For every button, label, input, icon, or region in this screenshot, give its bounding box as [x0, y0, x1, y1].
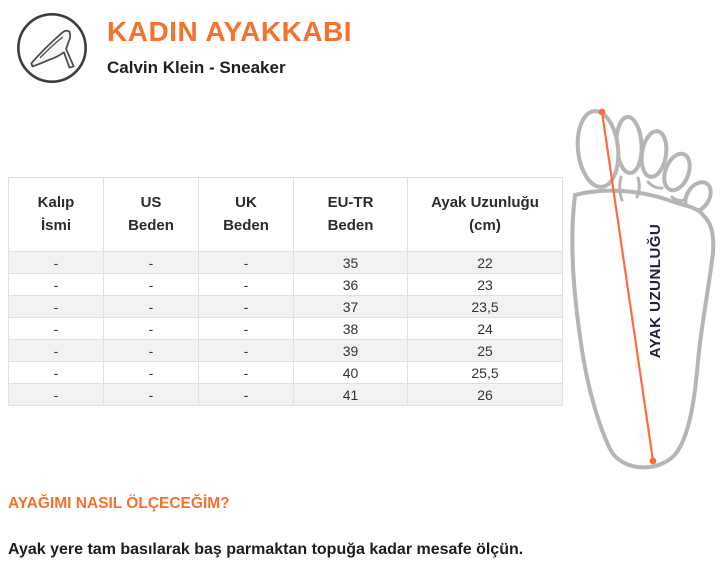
table-row: - - -35 22 — [8, 251, 563, 274]
page-subtitle: Calvin Klein - Sneaker — [107, 58, 286, 77]
table-row: - - -39 25 — [8, 339, 563, 362]
table-cell: - — [198, 361, 294, 384]
table-row: - - -36 23 — [8, 273, 563, 296]
column-header: Ayak Uzunluğu (cm) — [407, 177, 563, 252]
size-table-body: - - -35 22- - -36 23- - -37 23,5- - -38 24- - -39 25- - -… — [8, 251, 563, 406]
table-cell: 41 — [293, 383, 408, 406]
table-row: - - -40 25,5 — [8, 361, 563, 384]
toe-outline — [639, 129, 669, 179]
table-cell: 25,5 — [407, 361, 563, 384]
table-cell: - — [103, 251, 199, 274]
column-header: Kalıp İsmi — [8, 177, 104, 252]
table-cell: - — [198, 339, 294, 362]
foot-sole-outline — [570, 188, 716, 470]
table-cell: - — [198, 273, 294, 296]
table-row: - - -37 23,5 — [8, 295, 563, 318]
measure-instruction: Ayak yere tam basılarak baş parmaktan to… — [8, 541, 524, 558]
table-cell: - — [103, 383, 199, 406]
measurement-dot-bottom — [649, 457, 657, 465]
table-cell: - — [198, 295, 294, 318]
table-cell: 26 — [407, 383, 563, 406]
toe-outline — [662, 151, 692, 193]
high-heel-shoe-icon — [17, 13, 87, 83]
table-cell: - — [8, 251, 104, 274]
table-cell: 25 — [407, 339, 563, 362]
table-cell: 35 — [293, 251, 408, 274]
column-header: US Beden — [103, 177, 199, 252]
table-cell: - — [103, 317, 199, 340]
column-header: UK Beden — [198, 177, 294, 252]
measurement-line — [598, 108, 657, 465]
table-cell: 23,5 — [407, 295, 563, 318]
table-row: - - -41 26 — [8, 383, 563, 406]
table-cell: 23 — [407, 273, 563, 296]
table-cell: - — [103, 361, 199, 384]
table-cell: 22 — [407, 251, 563, 274]
size-table-header-row: Kalıp İsmi US Beden UK Beden EU-TR Beden Aya… — [8, 177, 563, 252]
table-cell: 39 — [293, 339, 408, 362]
table-cell: - — [8, 295, 104, 318]
page-title: KADIN AYAKKABI — [107, 16, 353, 47]
measure-heading: AYAĞIMI NASIL ÖLÇECEĞİM? — [8, 495, 230, 512]
foot-diagram: AYAK UZUNLUĞU — [570, 108, 716, 470]
big-toe-outline — [575, 109, 621, 189]
size-table: Kalıp İsmi US Beden UK Beden EU-TR Beden Aya… — [8, 177, 563, 406]
table-row: - - -38 24 — [8, 317, 563, 340]
measurement-dot-top — [598, 108, 606, 116]
table-cell: - — [8, 317, 104, 340]
table-cell: 36 — [293, 273, 408, 296]
table-cell: - — [103, 273, 199, 296]
table-cell: 40 — [293, 361, 408, 384]
foot-length-label: AYAK UZUNLUĞU — [646, 224, 664, 359]
table-cell: - — [8, 383, 104, 406]
table-cell: - — [8, 273, 104, 296]
table-cell: - — [103, 295, 199, 318]
column-header: EU-TR Beden — [293, 177, 408, 252]
table-cell: - — [198, 317, 294, 340]
table-cell: 24 — [407, 317, 563, 340]
table-cell: - — [198, 383, 294, 406]
table-cell: - — [103, 339, 199, 362]
table-cell: 38 — [293, 317, 408, 340]
table-cell: 37 — [293, 295, 408, 318]
table-cell: - — [8, 361, 104, 384]
table-cell: - — [8, 339, 104, 362]
table-cell: - — [198, 251, 294, 274]
